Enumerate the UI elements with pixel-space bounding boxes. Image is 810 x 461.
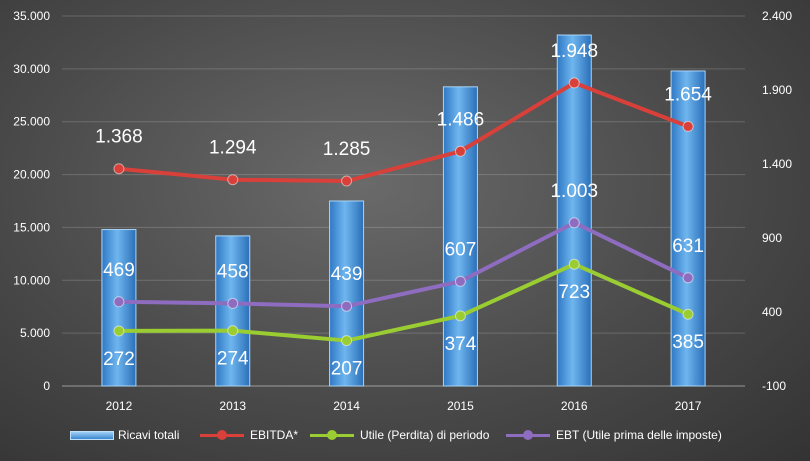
x-axis-tick-label: 2013: [219, 399, 246, 413]
data-point: [341, 335, 353, 347]
data-point: [113, 163, 125, 175]
data-label: 1.003: [550, 181, 598, 202]
data-point: [568, 77, 580, 89]
data-point: [568, 217, 580, 229]
data-label: 607: [445, 239, 477, 260]
bar: [329, 200, 365, 387]
legend-label: Utile (Perdita) di periodo: [360, 428, 490, 442]
bar-series: [101, 34, 706, 387]
left-axis-tick-label: 20.000: [13, 168, 50, 182]
line-points: [113, 77, 694, 347]
left-axis-tick-label: 25.000: [13, 115, 50, 129]
bar: [215, 235, 251, 387]
series-line: [118, 262, 689, 343]
left-axis-tick-label: 30.000: [13, 62, 50, 76]
data-point: [454, 275, 466, 287]
legend-item-ricavi: Ricavi totali: [70, 428, 179, 442]
data-label: 374: [445, 334, 477, 355]
data-label: 631: [672, 236, 704, 257]
legend-label: EBT (Utile prima delle imposte): [556, 428, 722, 442]
data-label: 1.486: [437, 109, 485, 130]
legend-label: EBITDA*: [250, 428, 299, 442]
data-label: 1.368: [95, 127, 143, 148]
data-label: 385: [672, 332, 704, 353]
data-point: [341, 300, 353, 312]
data-label: 207: [331, 359, 363, 380]
right-axis-tick-label: 1.900: [762, 83, 792, 97]
bar: [101, 229, 137, 387]
data-point: [454, 310, 466, 322]
x-axis-tick-label: 2012: [106, 399, 133, 413]
data-point: [227, 174, 239, 186]
legend-swatch-line: [198, 429, 246, 441]
data-point: [113, 325, 125, 337]
data-point: [454, 145, 466, 157]
right-axis-tick-label: -100: [762, 379, 786, 393]
data-label: 1.948: [550, 41, 598, 62]
legend-swatch-line: [504, 429, 552, 441]
left-axis-tick-label: 10.000: [13, 273, 50, 287]
bar: [556, 34, 592, 387]
data-point: [113, 296, 125, 308]
left-axis-tick-label: 35.000: [13, 9, 50, 23]
right-axis-tick-label: 1.400: [762, 157, 792, 171]
legend: Ricavi totali EBITDA* Utile (Perdita) di…: [0, 428, 810, 448]
line-series: [118, 80, 689, 343]
axis-ticks: 0 5.000 10.000 15.000 20.000 25.000 30.000 35.0…: [13, 9, 792, 413]
legend-label: Ricavi totali: [118, 428, 180, 442]
data-label: 1.654: [664, 84, 712, 105]
data-point: [227, 325, 239, 337]
right-axis-tick-label: 400: [762, 305, 782, 319]
right-axis-tick-label: 900: [762, 231, 782, 245]
legend-swatch-bar: [70, 430, 114, 440]
legend-item-ebitda: EBITDA*: [198, 428, 298, 442]
data-label: 274: [217, 349, 249, 370]
data-point: [682, 120, 694, 132]
bar: [442, 86, 478, 387]
legend-item-utile: Utile (Perdita) di periodo: [308, 428, 489, 442]
data-label: 1.285: [323, 139, 371, 160]
left-axis-tick-label: 15.000: [13, 220, 50, 234]
data-label: 272: [103, 349, 135, 370]
data-point: [227, 297, 239, 309]
data-point: [682, 272, 694, 284]
data-label: 439: [331, 264, 363, 285]
left-axis-tick-label: 0: [43, 379, 50, 393]
x-axis-tick-label: 2017: [675, 399, 702, 413]
data-label: 1.294: [209, 138, 257, 159]
x-axis-tick-label: 2016: [561, 399, 588, 413]
data-label: 458: [217, 261, 249, 282]
x-axis-tick-label: 2014: [333, 399, 360, 413]
x-axis-tick-label: 2015: [447, 399, 474, 413]
legend-item-ebt: EBT (Utile prima delle imposte): [504, 428, 722, 442]
series-line: [118, 220, 689, 309]
data-label: 469: [103, 260, 135, 281]
data-point: [568, 258, 580, 270]
data-point: [341, 175, 353, 187]
data-labels: 1.368 1.294 1.285 1.486 1.948 1.654 272 274 207 3…: [95, 41, 712, 380]
series-line: [118, 80, 689, 184]
data-label: 723: [558, 282, 590, 303]
right-axis-tick-label: 2.400: [762, 9, 792, 23]
legend-swatch-line: [308, 429, 356, 441]
left-axis-tick-label: 5.000: [20, 326, 50, 340]
data-point: [682, 308, 694, 320]
